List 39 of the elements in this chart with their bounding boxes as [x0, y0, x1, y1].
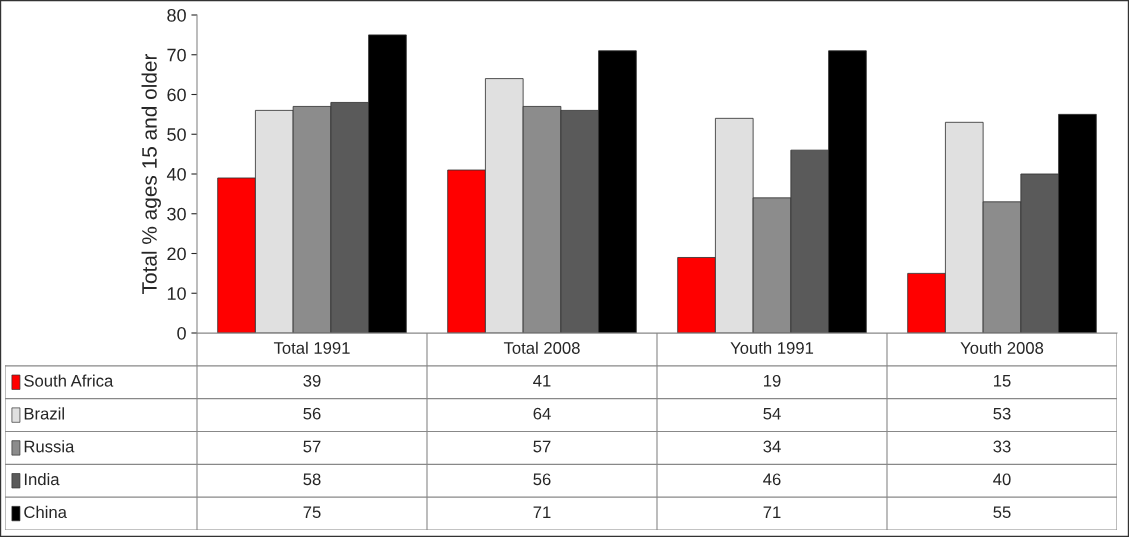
- data-label: 56: [533, 473, 551, 486]
- data-label: 41: [533, 375, 551, 387]
- data-label: 33: [993, 440, 1011, 453]
- y-tick-label: 0: [177, 326, 186, 340]
- y-tick-label: 30: [167, 207, 186, 221]
- y-tick-label: 10: [167, 287, 186, 300]
- data-label: 57: [303, 440, 321, 453]
- data-label: 64: [533, 407, 551, 420]
- data-label: 75: [303, 506, 321, 519]
- x-tick-label: Total 2008: [503, 341, 580, 354]
- legend-label: India: [24, 472, 60, 486]
- data-label: 15: [994, 375, 1011, 387]
- legend-label: Brazil: [24, 407, 64, 420]
- y-axis-title: Total % ages 15 and older: [141, 53, 161, 294]
- y-tick-label: 40: [166, 167, 186, 181]
- y-tick-label: 50: [167, 128, 186, 141]
- y-tick-label: 60: [167, 88, 186, 102]
- data-label: 57: [533, 440, 551, 453]
- legend-label: China: [24, 505, 67, 519]
- data-label: 71: [763, 506, 781, 518]
- legend-label: Russia: [24, 440, 75, 453]
- y-tick-label: 80: [167, 8, 186, 22]
- data-label: 54: [763, 407, 781, 420]
- data-label: 34: [763, 440, 781, 453]
- y-tick-label: 20: [167, 247, 186, 261]
- data-label: 56: [303, 407, 321, 420]
- data-label: 71: [533, 506, 551, 518]
- data-label: 39: [303, 374, 321, 387]
- x-tick-label: Youth 2008: [960, 341, 1044, 354]
- y-tick-label: 70: [167, 48, 186, 62]
- x-tick-label: Total 1991: [273, 341, 350, 354]
- data-label: 58: [303, 473, 321, 486]
- data-label: 19: [764, 374, 781, 387]
- legend-label: South Africa: [24, 374, 114, 387]
- data-label: 53: [993, 407, 1011, 420]
- data-label: 46: [763, 473, 781, 486]
- x-tick-label: Youth 1991: [730, 341, 814, 354]
- data-label: 55: [993, 506, 1011, 519]
- data-label: 40: [993, 473, 1011, 486]
